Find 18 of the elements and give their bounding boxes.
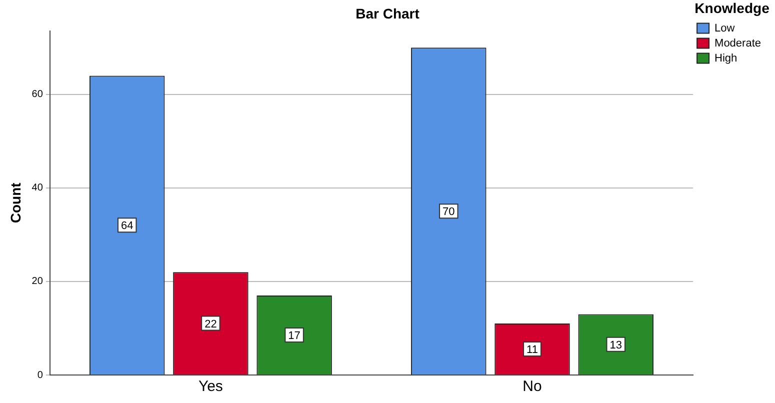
y-tick-label: 0 — [37, 370, 44, 381]
legend-title: Knowledge — [694, 0, 770, 16]
legend-label: High — [714, 52, 738, 64]
y-tick-label: 40 — [32, 182, 44, 194]
y-axis-title: Count — [7, 182, 24, 224]
x-tick-label: No — [522, 378, 542, 396]
x-tick-label: Yes — [198, 378, 223, 396]
legend-label: Low — [714, 22, 735, 34]
data-label: 11 — [526, 344, 538, 356]
data-label: 22 — [204, 318, 217, 330]
y-tick-label: 20 — [32, 276, 44, 288]
y-tick-label: 60 — [32, 89, 44, 100]
data-label: 13 — [610, 339, 622, 352]
data-label: 17 — [288, 330, 300, 342]
legend-label: Moderate — [714, 37, 762, 50]
data-label: 64 — [120, 220, 134, 232]
chart-title: Bar Chart — [356, 5, 420, 22]
data-label: 70 — [442, 206, 455, 218]
